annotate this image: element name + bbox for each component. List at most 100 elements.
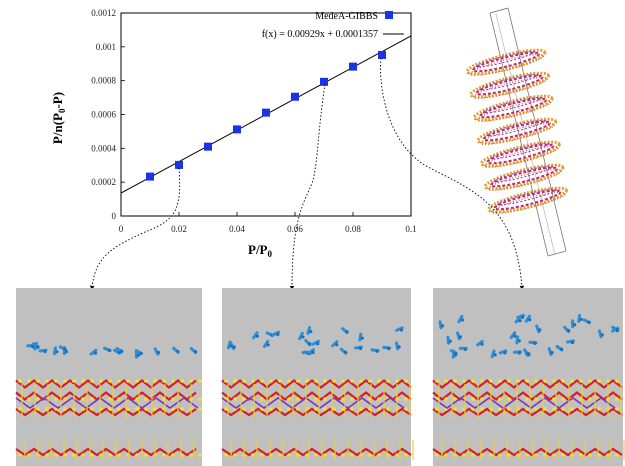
data-point (378, 50, 386, 59)
adsorbed-molecule-atom (232, 345, 236, 349)
framework-atom (224, 379, 228, 383)
framework-atom (260, 453, 264, 457)
adsorbed-molecule (331, 340, 339, 348)
adsorbed-molecule-atom (266, 343, 270, 347)
framework-atom (198, 397, 202, 401)
framework-atom (117, 397, 121, 401)
framework-atom (18, 379, 22, 383)
framework-atom (36, 407, 40, 411)
x-axis: 0 0.02 0.04 0.06 0.08 0.1 (119, 212, 417, 234)
adsorbed-molecule (89, 348, 98, 356)
adsorbed-molecule-atom (517, 351, 521, 355)
framework-atom (296, 407, 300, 411)
framework-atom (126, 407, 130, 411)
framework-atom (471, 397, 475, 401)
adsorbed-molecule-atom (255, 334, 259, 338)
framework-atom (314, 397, 318, 401)
framework-atom (507, 397, 511, 401)
x-tick-label: 0 (119, 224, 124, 234)
adsorbed-molecule (262, 339, 270, 348)
structure-layer (476, 117, 558, 145)
framework-atom (543, 379, 547, 383)
framework-atom (269, 397, 273, 401)
framework-atom (570, 407, 574, 411)
adsorbed-molecule (498, 349, 508, 355)
y-tick-label: 0.0008 (91, 76, 116, 86)
data-point (146, 172, 154, 181)
framework-atom (588, 379, 592, 383)
adsorbed-molecule-atom (615, 328, 619, 332)
framework-atom (516, 379, 520, 383)
framework-atom (516, 453, 520, 457)
framework-atom (507, 407, 511, 411)
adsorbed-molecule-atom (493, 353, 497, 357)
x-tick-label: 0.08 (345, 224, 361, 234)
framework-atom (242, 379, 246, 383)
data-point (291, 92, 299, 101)
adsorbed-molecule (547, 347, 553, 356)
adsorbed-molecule-atom (600, 333, 604, 337)
framework-atom (552, 379, 556, 383)
connector-arrow-2 (289, 83, 326, 291)
framework-atom (153, 407, 157, 411)
framework-atom (444, 453, 448, 457)
framework-atom (233, 397, 237, 401)
framework-atom (287, 397, 291, 401)
framework-atom (144, 397, 148, 401)
adsorbed-molecule-atom (520, 315, 525, 319)
structure-layer (472, 94, 554, 122)
framework-atom (90, 397, 94, 401)
framework-atom (561, 397, 565, 401)
framework-atom (144, 407, 148, 411)
legend-series-marker (385, 11, 393, 19)
framework-atom (525, 453, 529, 457)
adsorbed-molecule-atom (43, 349, 47, 354)
framework-atom (287, 379, 291, 383)
data-point (349, 62, 357, 71)
framework-atom (260, 397, 264, 401)
framework-atom (615, 397, 619, 401)
framework-atom (305, 453, 309, 457)
framework-atom (323, 379, 327, 383)
framework-atom (507, 379, 511, 383)
adsorbed-molecule-atom (375, 349, 379, 353)
framework-atom (341, 407, 345, 411)
framework-atom (135, 453, 139, 457)
adsorbed-molecule (438, 320, 443, 330)
adsorbed-molecule-atom (448, 339, 452, 343)
framework-atom (597, 379, 601, 383)
framework-atom (63, 407, 67, 411)
y-tick-label: 0.001 (96, 42, 116, 52)
adsorbed-molecule (457, 314, 464, 324)
adsorbed-molecule-atom (460, 318, 465, 322)
framework-atom (135, 397, 139, 401)
framework-atom (525, 397, 529, 401)
framework-atom (278, 453, 282, 457)
framework-atom (144, 379, 148, 383)
framework-atom (341, 379, 345, 383)
y-axis: 0 0.0002 0.0004 0.0006 0.0008 0.001 0.0012 (91, 8, 125, 221)
framework-atom (471, 379, 475, 383)
adsorbed-molecule (394, 341, 400, 351)
adsorbed-molecule (395, 326, 404, 332)
framework-cation-layer (432, 397, 616, 409)
adsorbed-molecule (311, 339, 320, 346)
framework-atom (287, 453, 291, 457)
framework-atom (341, 453, 345, 457)
framework-atom (81, 453, 85, 457)
framework-atom (27, 379, 31, 383)
framework-atom (171, 379, 175, 383)
legend: MedeA-GIBBS f(x) = 0.00929x + 0.0001357 (262, 11, 404, 40)
framework-atom (296, 453, 300, 457)
framework-atom (480, 407, 484, 411)
framework-atom (63, 397, 67, 401)
adsorbed-molecule-atom (345, 330, 349, 334)
adsorbed-molecule-atom (463, 347, 467, 352)
framework-atom (534, 397, 538, 401)
adsorbed-molecule-atom (526, 351, 530, 356)
framework-atom (90, 407, 94, 411)
framework-atom (153, 379, 157, 383)
framework-atom (162, 379, 166, 383)
data-point (233, 125, 241, 134)
adsorbed-molecule-atom (31, 345, 35, 349)
